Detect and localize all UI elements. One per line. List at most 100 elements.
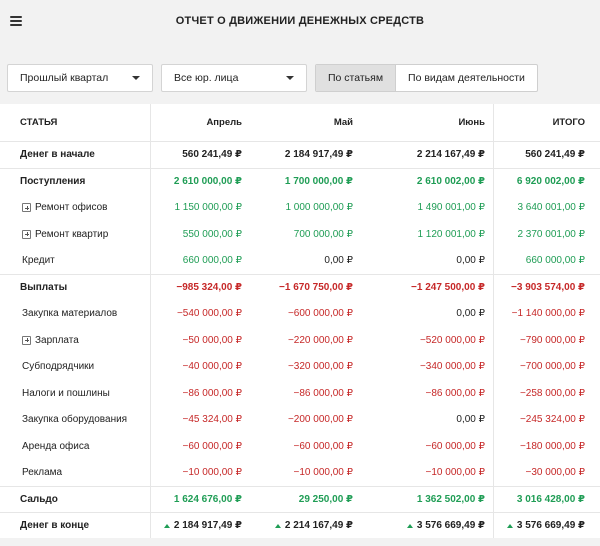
row-value: −340 000,00 ₽ [419, 361, 485, 373]
row-value: 1 624 676,00 ₽ [173, 493, 242, 505]
arrow-up-icon [506, 523, 513, 528]
row-value: 0,00 ₽ [456, 308, 485, 320]
row-value: 700 000,00 ₽ [293, 228, 353, 240]
row-value: −200 000,00 ₽ [287, 414, 353, 426]
row-value: 3 576 669,49 ₽ [416, 520, 485, 532]
row-label-cell: Зарплата [0, 328, 150, 354]
row-value: −10 000,00 ₽ [182, 467, 242, 479]
cashflow-table: СТАТЬЯ Апрель Май Июнь ИТОГО Денег в нач… [0, 104, 600, 538]
row-value: −600 000,00 ₽ [287, 308, 353, 320]
table-header: СТАТЬЯ Апрель Май Июнь ИТОГО [0, 104, 600, 142]
row-value-cell: 3 576 669,49 ₽ [493, 513, 600, 539]
expand-icon[interactable] [22, 335, 31, 345]
row-value-cell: 2 184 917,49 ₽ [150, 513, 250, 539]
row-label: Субподрядчики [22, 361, 95, 373]
page-title: ОТЧЕТ О ДВИЖЕНИИ ДЕНЕЖНЫХ СРЕДСТВ [175, 15, 425, 27]
row-value: 1 150 000,00 ₽ [174, 202, 242, 214]
row-value: −1 140 000,00 ₽ [511, 308, 585, 320]
table-row: Денег в конце 2 184 917,49 ₽ 2 214 167,4… [0, 513, 600, 540]
row-value: −540 000,00 ₽ [176, 308, 242, 320]
tab-by-activity[interactable]: По видам деятельности [408, 72, 525, 84]
row-value: 560 241,49 ₽ [182, 149, 242, 161]
row-value: 0,00 ₽ [456, 255, 485, 267]
row-value: 1 490 001,00 ₽ [417, 202, 485, 214]
row-value: −258 000,00 ₽ [519, 387, 585, 399]
row-value: −790 000,00 ₽ [519, 334, 585, 346]
row-value-cell: 3 576 669,49 ₽ [361, 513, 493, 539]
row-value: 2 610 000,00 ₽ [173, 175, 242, 187]
row-label: Налоги и пошлины [22, 387, 110, 399]
row-value: 550 000,00 ₽ [182, 228, 242, 240]
row-value: 2 370 001,00 ₽ [517, 228, 585, 240]
row-value: −10 000,00 ₽ [293, 467, 353, 479]
entity-select-value: Все юр. лица [174, 72, 239, 84]
column-divider [150, 104, 151, 538]
row-value: −220 000,00 ₽ [287, 334, 353, 346]
column-divider [493, 104, 494, 538]
header-june[interactable]: Июнь [458, 117, 485, 128]
period-select[interactable]: Прошлый квартал [7, 64, 153, 92]
row-label: Сальдо [20, 493, 58, 505]
period-select-value: Прошлый квартал [20, 72, 109, 84]
row-value: 660 000,00 ₽ [182, 255, 242, 267]
row-value: 0,00 ₽ [456, 414, 485, 426]
row-label: Аренда офиса [22, 440, 90, 452]
table-row: Ремонт квартир 550 000,00 ₽ 700 000,00 ₽… [0, 222, 600, 249]
row-value: 660 000,00 ₽ [525, 255, 585, 267]
expand-icon[interactable] [22, 229, 31, 239]
row-label-cell: Ремонт квартир [0, 222, 150, 248]
table-row: Кредит 660 000,00 ₽ 0,00 ₽ 0,00 ₽ 660 00… [0, 248, 600, 275]
row-value: −86 000,00 ₽ [182, 387, 242, 399]
table-row: Поступления 2 610 000,00 ₽ 1 700 000,00 … [0, 169, 600, 196]
row-value: −245 324,00 ₽ [519, 414, 585, 426]
row-value: 560 241,49 ₽ [525, 149, 585, 161]
row-value: −3 903 574,00 ₽ [511, 281, 585, 293]
row-value: 2 214 167,49 ₽ [284, 520, 353, 532]
row-value: 3 640 001,00 ₽ [517, 202, 585, 214]
app-header: ОТЧЕТ О ДВИЖЕНИИ ДЕНЕЖНЫХ СРЕДСТВ [0, 0, 600, 44]
table-row: Закупка оборудования −45 324,00 ₽ −200 0… [0, 407, 600, 434]
entity-select[interactable]: Все юр. лица [161, 64, 307, 92]
row-label: Ремонт офисов [35, 202, 108, 214]
row-value: −60 000,00 ₽ [425, 440, 485, 452]
header-april[interactable]: Апрель [206, 117, 242, 128]
expand-icon[interactable] [22, 203, 31, 213]
row-label: Поступления [20, 175, 86, 187]
row-value: −180 000,00 ₽ [519, 440, 585, 452]
header-total[interactable]: ИТОГО [552, 117, 585, 128]
table-row: Закупка материалов −540 000,00 ₽ −600 00… [0, 301, 600, 328]
row-label: Денег в начале [20, 149, 95, 161]
row-value: −86 000,00 ₽ [425, 387, 485, 399]
table-row: Выплаты −985 324,00 ₽ −1 670 750,00 ₽ −1… [0, 275, 600, 302]
view-toggle: По статьям По видам деятельности [315, 64, 538, 92]
row-label: Выплаты [20, 281, 68, 293]
row-value: 2 610 002,00 ₽ [416, 175, 485, 187]
row-label: Закупка оборудования [22, 414, 128, 426]
header-may[interactable]: Май [333, 117, 353, 128]
row-value: −1 670 750,00 ₽ [279, 281, 353, 293]
arrow-up-icon [274, 523, 281, 528]
row-label: Ремонт квартир [35, 228, 109, 240]
row-value: 1 362 502,00 ₽ [416, 493, 485, 505]
row-value: 0,00 ₽ [324, 255, 353, 267]
table-row: Реклама −10 000,00 ₽ −10 000,00 ₽ −10 00… [0, 460, 600, 487]
table-row: Зарплата −50 000,00 ₽ −220 000,00 ₽ −520… [0, 328, 600, 355]
header-item[interactable]: СТАТЬЯ [20, 117, 58, 128]
menu-icon[interactable] [10, 16, 22, 26]
row-value: 29 250,00 ₽ [298, 493, 353, 505]
row-value: −320 000,00 ₽ [287, 361, 353, 373]
table-row: Аренда офиса −60 000,00 ₽ −60 000,00 ₽ −… [0, 434, 600, 461]
row-value: −60 000,00 ₽ [293, 440, 353, 452]
row-value: −40 000,00 ₽ [182, 361, 242, 373]
row-value: 3 016 428,00 ₽ [516, 493, 585, 505]
row-value: −45 324,00 ₽ [182, 414, 242, 426]
row-label-cell: Ремонт офисов [0, 195, 150, 221]
row-value: −60 000,00 ₽ [182, 440, 242, 452]
chevron-down-icon [286, 76, 294, 80]
row-value: 1 000 000,00 ₽ [285, 202, 353, 214]
row-value: 2 214 167,49 ₽ [416, 149, 485, 161]
row-label: Кредит [22, 255, 55, 267]
table-row: Субподрядчики −40 000,00 ₽ −320 000,00 ₽… [0, 354, 600, 381]
tab-by-items[interactable]: По статьям [316, 65, 397, 91]
table-row: Ремонт офисов 1 150 000,00 ₽ 1 000 000,0… [0, 195, 600, 222]
